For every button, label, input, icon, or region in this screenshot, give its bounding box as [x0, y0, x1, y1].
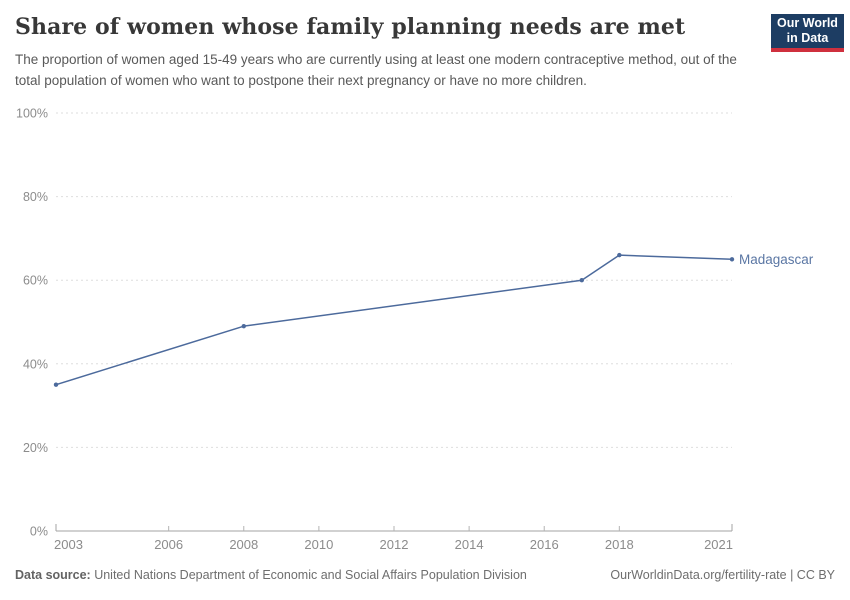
- data-point-2003[interactable]: [53, 382, 59, 387]
- owid-logo[interactable]: Our World in Data: [771, 14, 844, 52]
- x-tick-label: 2021: [704, 537, 733, 552]
- page-title: Share of women whose family planning nee…: [15, 14, 686, 40]
- data-point-2018[interactable]: [617, 252, 622, 258]
- data-source-text: United Nations Department of Economic an…: [90, 568, 527, 582]
- chart-footer: Data source: United Nations Department o…: [15, 568, 835, 582]
- data-point-2021[interactable]: [729, 257, 735, 262]
- y-tick-label: 60%: [23, 274, 48, 288]
- y-tick-label: 20%: [23, 441, 48, 455]
- x-tick-label: 2012: [380, 537, 409, 552]
- owid-license-link[interactable]: OurWorldinData.org/fertility-rate | CC B…: [610, 568, 835, 582]
- series-label-madagascar[interactable]: Madagascar: [739, 252, 814, 267]
- y-tick-label: 100%: [16, 107, 48, 121]
- data-point-2008[interactable]: [241, 323, 246, 329]
- data-source-note: Data source: United Nations Department o…: [15, 568, 527, 582]
- y-tick-label: 0%: [30, 525, 48, 539]
- y-tick-label: 80%: [23, 190, 48, 204]
- x-tick-label: 2006: [154, 537, 183, 552]
- x-tick-label: 2014: [455, 537, 484, 552]
- x-tick-label: 2008: [229, 537, 258, 552]
- chart-subtitle: The proportion of women aged 15-49 years…: [15, 52, 737, 88]
- y-tick-label: 40%: [23, 357, 48, 371]
- data-point-2017[interactable]: [579, 278, 584, 283]
- owid-logo-line1: Our World: [777, 16, 838, 31]
- owid-logo-line2: in Data: [786, 31, 829, 45]
- x-tick-label: 2010: [304, 537, 333, 552]
- series-line-madagascar[interactable]: [55, 254, 733, 386]
- x-tick-label: 2018: [605, 537, 634, 552]
- x-tick-label: 2003: [54, 537, 83, 552]
- x-tick-label: 2016: [530, 537, 559, 552]
- data-source-label: Data source:: [15, 568, 91, 582]
